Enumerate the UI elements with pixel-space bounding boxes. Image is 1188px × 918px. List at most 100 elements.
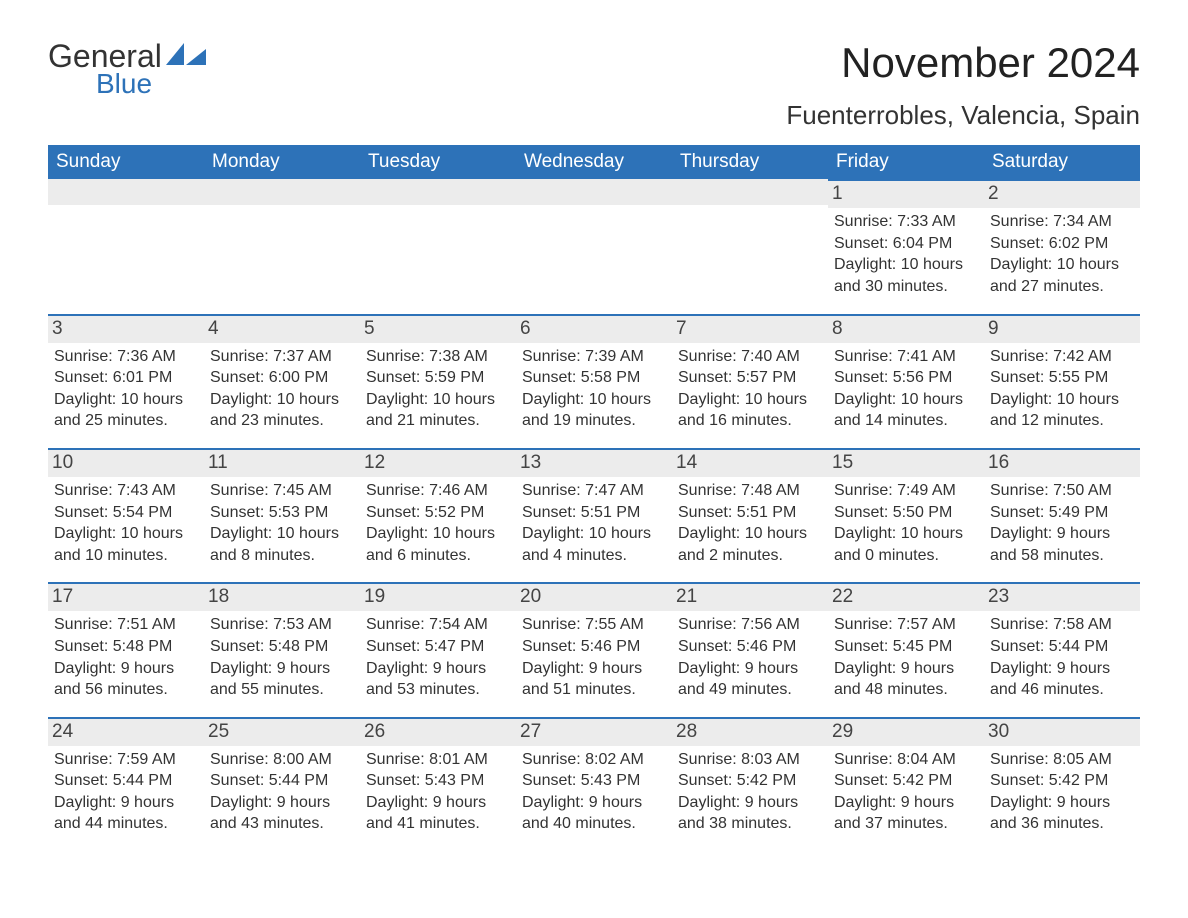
- day-number: 25: [204, 717, 360, 746]
- sunset-text: Sunset: 5:53 PM: [210, 502, 354, 524]
- day-cell: 6 Sunrise: 7:39 AMSunset: 5:58 PMDaylight…: [516, 314, 672, 438]
- sunset-text: Sunset: 5:55 PM: [990, 367, 1134, 389]
- sunrise-text: Sunrise: 7:37 AM: [210, 346, 354, 368]
- day-cell: 10 Sunrise: 7:43 AMSunset: 5:54 PMDayligh…: [48, 448, 204, 572]
- day-cell: 14 Sunrise: 7:48 AMSunset: 5:51 PMDayligh…: [672, 448, 828, 572]
- daylight-text: Daylight: 10 hours and 27 minutes.: [990, 254, 1134, 297]
- day-cell: [360, 179, 516, 303]
- day-body: Sunrise: 7:37 AMSunset: 6:00 PMDaylight:…: [210, 346, 354, 432]
- title-block: November 2024 Fuenterrobles, Valencia, S…: [786, 40, 1140, 131]
- daylight-text: Daylight: 9 hours and 56 minutes.: [54, 658, 198, 701]
- day-number: 10: [48, 448, 204, 477]
- week-row: 10Sunrise: 7:43 AMSunset: 5:54 PMDayligh…: [48, 448, 1140, 572]
- day-number: 12: [360, 448, 516, 477]
- day-cell: 29Sunrise: 8:04 AMSunset: 5:42 PMDayligh…: [828, 717, 984, 841]
- day-head-blank: [516, 179, 672, 205]
- day-body: Sunrise: 7:57 AMSunset: 5:45 PMDaylight:…: [834, 614, 978, 700]
- sunset-text: Sunset: 5:43 PM: [522, 770, 666, 792]
- weekday-header: Monday: [204, 145, 360, 179]
- day-cell: 3Sunrise: 7:36 AMSunset: 6:01 PMDaylight…: [48, 314, 204, 438]
- sunset-text: Sunset: 5:48 PM: [210, 636, 354, 658]
- day-body: Sunrise: 8:04 AMSunset: 5:42 PMDaylight:…: [834, 749, 978, 835]
- daylight-text: Daylight: 10 hours and 25 minutes.: [54, 389, 198, 432]
- sunrise-text: Sunrise: 7:55 AM: [522, 614, 666, 636]
- sunrise-text: Sunrise: 7:58 AM: [990, 614, 1134, 636]
- day-body: Sunrise: 7:40 AMSunset: 5:57 PMDaylight:…: [678, 346, 822, 432]
- day-head-blank: [360, 179, 516, 205]
- sunset-text: Sunset: 5:44 PM: [210, 770, 354, 792]
- day-cell: [516, 179, 672, 303]
- daylight-text: Daylight: 9 hours and 41 minutes.: [366, 792, 510, 835]
- day-cell: 20Sunrise: 7:55 AMSunset: 5:46 PMDayligh…: [516, 582, 672, 706]
- sunrise-text: Sunrise: 7:41 AM: [834, 346, 978, 368]
- day-body: Sunrise: 7:41 AMSunset: 5:56 PMDaylight:…: [834, 346, 978, 432]
- daylight-text: Daylight: 9 hours and 38 minutes.: [678, 792, 822, 835]
- daylight-text: Daylight: 9 hours and 46 minutes.: [990, 658, 1134, 701]
- day-body: Sunrise: 7:43 AMSunset: 5:54 PMDaylight:…: [54, 480, 198, 566]
- daylight-text: Daylight: 10 hours and 2 minutes.: [678, 523, 822, 566]
- sunrise-text: Sunrise: 7:47 AM: [522, 480, 666, 502]
- day-number: 5: [360, 314, 516, 343]
- day-body: Sunrise: 8:02 AMSunset: 5:43 PMDaylight:…: [522, 749, 666, 835]
- weekday-header: Saturday: [984, 145, 1140, 179]
- daylight-text: Daylight: 9 hours and 37 minutes.: [834, 792, 978, 835]
- day-body: Sunrise: 8:01 AMSunset: 5:43 PMDaylight:…: [366, 749, 510, 835]
- day-number: 7: [672, 314, 828, 343]
- sunset-text: Sunset: 5:50 PM: [834, 502, 978, 524]
- day-body: Sunrise: 7:34 AMSunset: 6:02 PMDaylight:…: [990, 211, 1134, 297]
- day-number: 26: [360, 717, 516, 746]
- weekday-header: Tuesday: [360, 145, 516, 179]
- day-head-blank: [672, 179, 828, 205]
- day-head-blank: [48, 179, 204, 205]
- sunset-text: Sunset: 5:44 PM: [54, 770, 198, 792]
- day-number: 16: [984, 448, 1140, 477]
- sunset-text: Sunset: 5:59 PM: [366, 367, 510, 389]
- weekday-header-row: SundayMondayTuesdayWednesdayThursdayFrid…: [48, 145, 1140, 179]
- day-body: Sunrise: 7:59 AMSunset: 5:44 PMDaylight:…: [54, 749, 198, 835]
- sunrise-text: Sunrise: 7:34 AM: [990, 211, 1134, 233]
- day-body: Sunrise: 7:38 AMSunset: 5:59 PMDaylight:…: [366, 346, 510, 432]
- sunrise-text: Sunrise: 7:38 AM: [366, 346, 510, 368]
- weekday-header: Wednesday: [516, 145, 672, 179]
- day-body: Sunrise: 7:36 AMSunset: 6:01 PMDaylight:…: [54, 346, 198, 432]
- day-number: 15: [828, 448, 984, 477]
- sunrise-text: Sunrise: 7:46 AM: [366, 480, 510, 502]
- day-cell: 17Sunrise: 7:51 AMSunset: 5:48 PMDayligh…: [48, 582, 204, 706]
- day-number: 1: [828, 179, 984, 208]
- day-body: Sunrise: 7:53 AMSunset: 5:48 PMDaylight:…: [210, 614, 354, 700]
- daylight-text: Daylight: 10 hours and 14 minutes.: [834, 389, 978, 432]
- daylight-text: Daylight: 9 hours and 58 minutes.: [990, 523, 1134, 566]
- sunset-text: Sunset: 5:54 PM: [54, 502, 198, 524]
- daylight-text: Daylight: 9 hours and 49 minutes.: [678, 658, 822, 701]
- day-number: 30: [984, 717, 1140, 746]
- day-body: Sunrise: 7:54 AMSunset: 5:47 PMDaylight:…: [366, 614, 510, 700]
- day-number: 19: [360, 582, 516, 611]
- week-row: 17Sunrise: 7:51 AMSunset: 5:48 PMDayligh…: [48, 582, 1140, 706]
- logo-sails-icon: [166, 41, 210, 70]
- sunrise-text: Sunrise: 7:53 AM: [210, 614, 354, 636]
- day-number: 6: [516, 314, 672, 343]
- sunset-text: Sunset: 5:49 PM: [990, 502, 1134, 524]
- week-row: 1Sunrise: 7:33 AMSunset: 6:04 PMDaylight…: [48, 179, 1140, 303]
- day-cell: 23Sunrise: 7:58 AMSunset: 5:44 PMDayligh…: [984, 582, 1140, 706]
- sunrise-text: Sunrise: 7:51 AM: [54, 614, 198, 636]
- day-head-blank: [204, 179, 360, 205]
- day-cell: [48, 179, 204, 303]
- day-number: 14: [672, 448, 828, 477]
- sunset-text: Sunset: 5:51 PM: [522, 502, 666, 524]
- sunrise-text: Sunrise: 7:43 AM: [54, 480, 198, 502]
- day-body: Sunrise: 7:55 AMSunset: 5:46 PMDaylight:…: [522, 614, 666, 700]
- daylight-text: Daylight: 9 hours and 55 minutes.: [210, 658, 354, 701]
- day-cell: 18Sunrise: 7:53 AMSunset: 5:48 PMDayligh…: [204, 582, 360, 706]
- day-body: Sunrise: 7:58 AMSunset: 5:44 PMDaylight:…: [990, 614, 1134, 700]
- day-body: Sunrise: 7:39 AMSunset: 5:58 PMDaylight:…: [522, 346, 666, 432]
- daylight-text: Daylight: 10 hours and 0 minutes.: [834, 523, 978, 566]
- day-body: Sunrise: 7:50 AMSunset: 5:49 PMDaylight:…: [990, 480, 1134, 566]
- day-cell: 28Sunrise: 8:03 AMSunset: 5:42 PMDayligh…: [672, 717, 828, 841]
- day-cell: 13Sunrise: 7:47 AMSunset: 5:51 PMDayligh…: [516, 448, 672, 572]
- day-body: Sunrise: 7:48 AMSunset: 5:51 PMDaylight:…: [678, 480, 822, 566]
- day-cell: [672, 179, 828, 303]
- daylight-text: Daylight: 9 hours and 48 minutes.: [834, 658, 978, 701]
- sunset-text: Sunset: 5:46 PM: [522, 636, 666, 658]
- week-row: 3Sunrise: 7:36 AMSunset: 6:01 PMDaylight…: [48, 314, 1140, 438]
